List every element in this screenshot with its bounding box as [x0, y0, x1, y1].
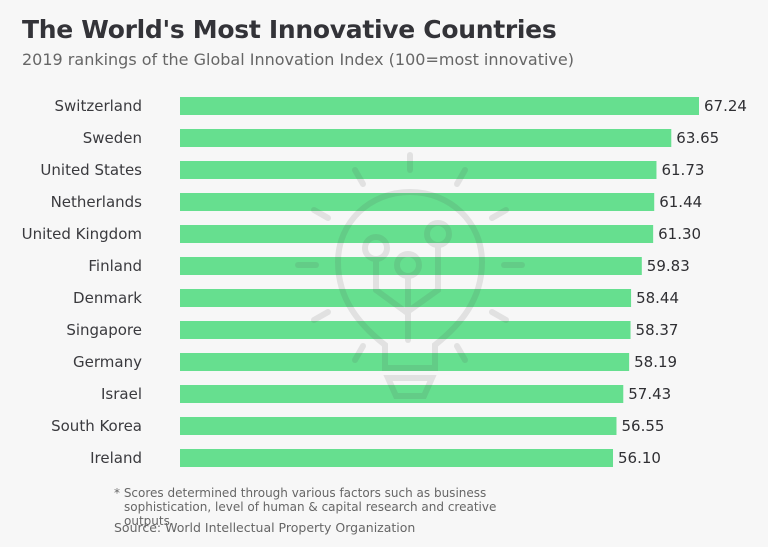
bar-denmark — [180, 289, 632, 307]
bar-united-kingdom — [180, 225, 654, 243]
bar-south-korea — [180, 417, 617, 435]
bar-israel — [180, 385, 624, 403]
value-label: 59.83 — [647, 257, 690, 275]
bar-germany — [180, 353, 630, 371]
category-label: South Korea — [51, 417, 142, 435]
bar-netherlands — [180, 193, 655, 211]
category-labels: Switzerland Sweden United States Netherland… — [22, 97, 143, 467]
bar-switzerland — [180, 97, 699, 115]
category-label: Netherlands — [51, 193, 143, 211]
value-label: 67.24 — [704, 97, 747, 115]
footnote: * Scores determined through various fact… — [114, 486, 544, 528]
category-label: Israel — [101, 385, 142, 403]
category-label: Germany — [73, 353, 142, 371]
chart-title: The World's Most Innovative Countries — [22, 15, 557, 44]
value-label: 63.65 — [676, 129, 719, 147]
category-label: Sweden — [83, 129, 142, 147]
bar-ireland — [180, 449, 614, 467]
value-label: 58.19 — [634, 353, 677, 371]
category-label: United States — [40, 161, 142, 179]
chart-subtitle: 2019 rankings of the Global Innovation I… — [22, 50, 574, 69]
bars-group — [180, 97, 699, 467]
bar-singapore — [180, 321, 631, 339]
bar-finland — [180, 257, 642, 275]
category-label: Ireland — [90, 449, 142, 467]
category-label: Switzerland — [55, 97, 143, 115]
bar-sweden — [180, 129, 672, 147]
bar-united-states — [180, 161, 657, 179]
value-label: 56.55 — [621, 417, 664, 435]
category-label: Denmark — [73, 289, 142, 307]
footnote-line-2: sophistication, level of human & capital… — [124, 500, 497, 528]
value-label: 58.37 — [636, 321, 679, 339]
value-label: 61.73 — [661, 161, 704, 179]
value-label: 58.44 — [636, 289, 679, 307]
category-label: Singapore — [66, 321, 142, 339]
value-label: 61.30 — [658, 225, 701, 243]
value-label: 56.10 — [618, 449, 661, 467]
footnote-line-1: * Scores determined through various fact… — [114, 486, 487, 500]
value-label: 57.43 — [628, 385, 671, 403]
source-note: Source: World Intellectual Property Orga… — [114, 520, 416, 535]
value-labels: 67.24 63.65 61.73 61.44 61.30 59.83 58.44 58.37… — [618, 97, 747, 467]
category-label: Finland — [88, 257, 142, 275]
value-label: 61.44 — [659, 193, 702, 211]
category-label: United Kingdom — [22, 225, 142, 243]
